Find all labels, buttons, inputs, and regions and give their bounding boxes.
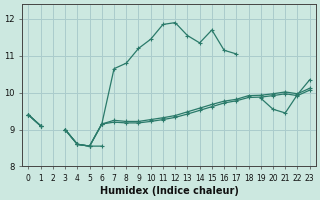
X-axis label: Humidex (Indice chaleur): Humidex (Indice chaleur): [100, 186, 238, 196]
